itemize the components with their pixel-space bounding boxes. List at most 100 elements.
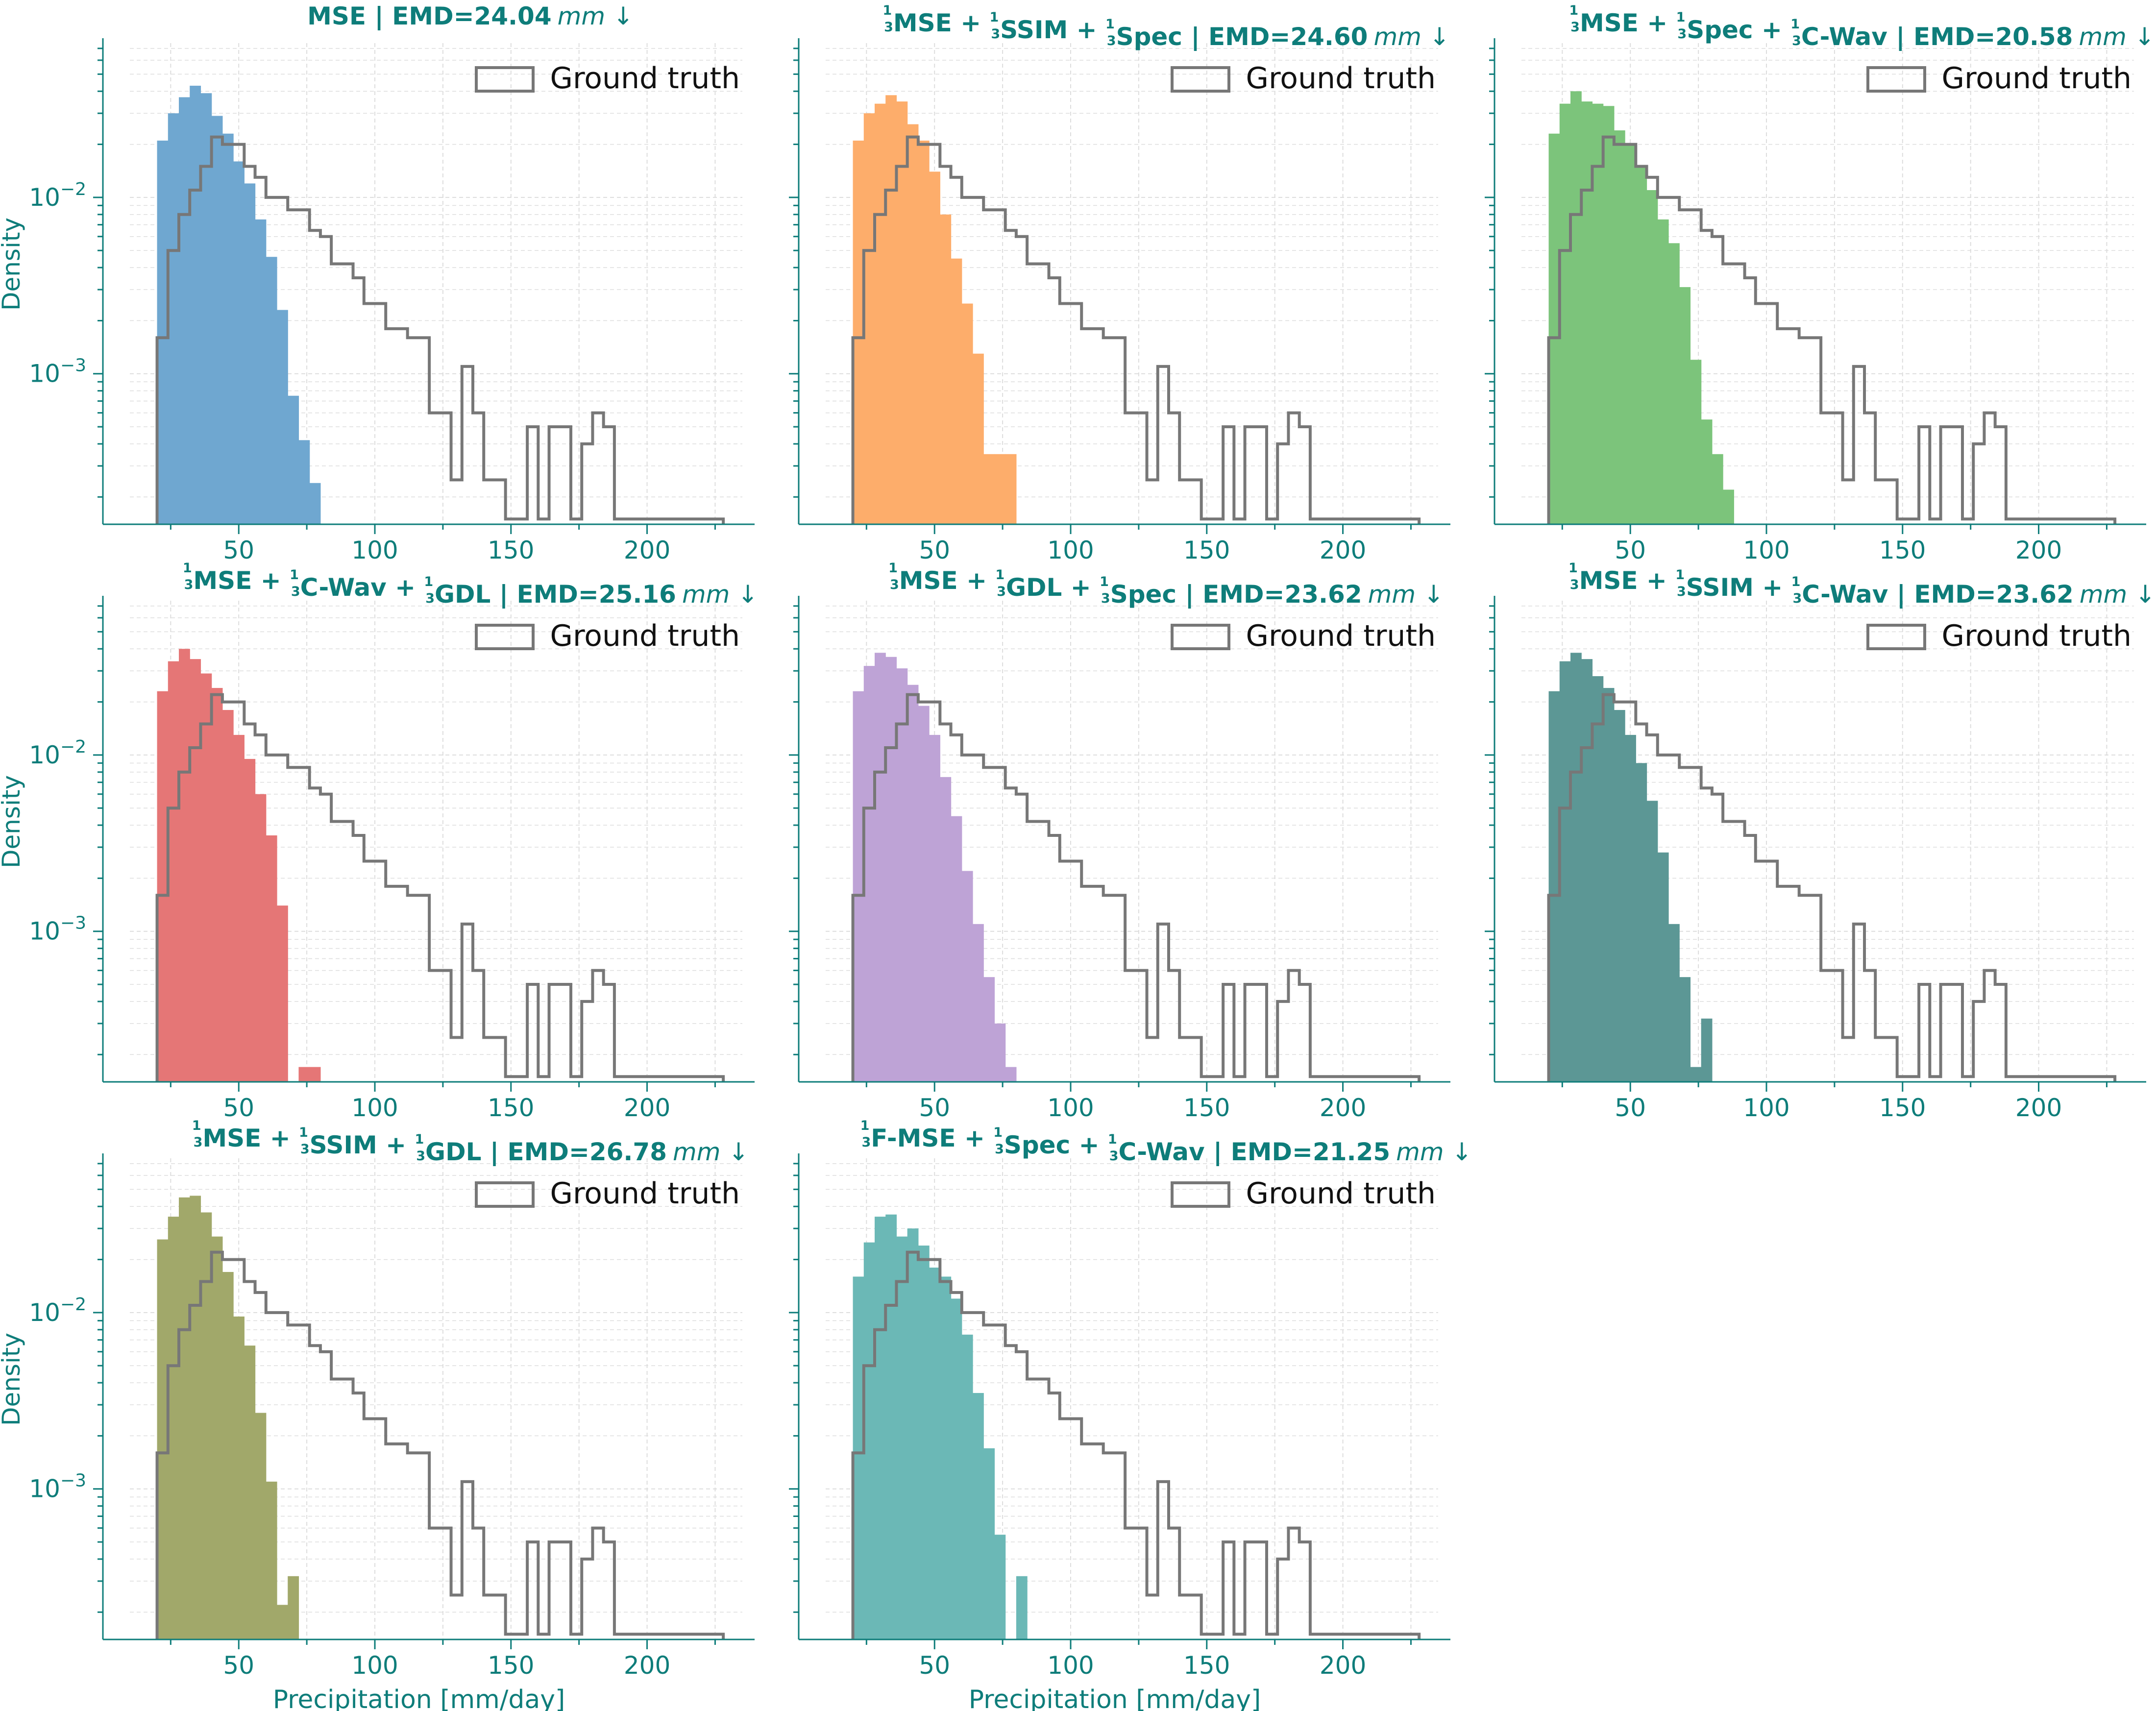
legend: Ground truth	[475, 1176, 740, 1211]
y-ticks	[789, 48, 799, 498]
histogram-bar	[940, 214, 952, 525]
x-tick-label: 50	[223, 536, 254, 564]
y-tick-label: 10−3	[29, 1471, 86, 1503]
prediction-bars	[853, 95, 1017, 525]
chart-title: 1 3F-MSE + 1 3Spec + 1 3C-Wav | EMD=21.25 mm…	[860, 1118, 1472, 1166]
x-tick-label: 50	[919, 1094, 950, 1122]
x-tick-label: 200	[1320, 1651, 1366, 1680]
histogram-bar	[940, 777, 952, 1082]
x-tick-label: 200	[624, 536, 670, 564]
x-tick-label: 100	[1047, 536, 1094, 564]
histogram-bar	[288, 1576, 299, 1639]
legend-label: Ground truth	[1941, 61, 2132, 96]
x-tick-label: 150	[488, 1651, 534, 1680]
x-tick-label: 50	[223, 1651, 254, 1680]
histogram-bar	[875, 1217, 886, 1639]
histogram-bar	[994, 1535, 1006, 1639]
histogram-bar	[940, 1276, 952, 1639]
histogram-bar	[918, 140, 930, 524]
histogram-bar	[244, 758, 256, 1082]
histogram-bar	[1603, 688, 1615, 1082]
histogram-bar	[266, 1481, 277, 1639]
legend-swatch	[475, 624, 535, 650]
histogram-bar	[961, 871, 973, 1082]
x-tick-label: 100	[1047, 1651, 1094, 1680]
y-tick-label: 10−3	[29, 913, 86, 946]
histogram-bar	[961, 303, 973, 524]
histogram-bar	[1701, 1018, 1713, 1082]
y-axis-label: Density	[0, 775, 25, 868]
y-tick-label: 10−3	[29, 356, 86, 388]
histogram-bar	[863, 113, 875, 524]
x-ticks: 50 100 150 200	[865, 1082, 1412, 1122]
prediction-bars	[853, 653, 1017, 1082]
histogram-bar	[853, 140, 864, 524]
subplot-7: 50 100 150 200 10−2 10−3 Density Precipitation …	[0, 1118, 755, 1711]
legend-label: Ground truth	[550, 61, 740, 96]
histogram-bar	[1668, 243, 1680, 524]
histogram-bar	[896, 101, 908, 524]
y-ticks: 10−2 10−3	[29, 48, 103, 498]
histogram-bar	[211, 688, 223, 1082]
legend-label: Ground truth	[1246, 619, 1436, 653]
histogram-bar	[1625, 734, 1636, 1082]
y-tick-label: 10−2	[29, 737, 86, 769]
ground-truth-step	[1547, 693, 2117, 1082]
y-ticks: 10−2 10−3	[29, 605, 103, 1055]
legend: Ground truth	[475, 61, 740, 96]
histogram-bar	[1690, 360, 1702, 524]
x-ticks: 50 100 150 200	[170, 1639, 716, 1680]
histogram-bar	[983, 1448, 995, 1639]
histogram-bar	[168, 113, 179, 524]
histogram-bar	[157, 140, 169, 524]
histogram-bar	[1657, 852, 1669, 1082]
grid	[130, 601, 742, 1082]
histogram-bar	[853, 691, 864, 1082]
histogram-bar	[288, 395, 299, 524]
chart-title: 1 3MSE + 1 3SSIM + 1 3C-Wav | EMD=23.62 mm ↓	[1568, 561, 2156, 609]
x-tick-label: 200	[1320, 1094, 1366, 1122]
x-tick-label: 200	[624, 1651, 670, 1680]
prediction-bars	[157, 1196, 299, 1639]
ground-truth-step	[155, 693, 725, 1082]
grid	[826, 601, 1438, 1082]
x-tick-label: 200	[1320, 536, 1366, 564]
histogram-bar	[973, 1393, 984, 1639]
histogram-bar	[1548, 691, 1560, 1082]
histogram-bar	[1646, 190, 1658, 524]
legend-swatch	[1171, 66, 1230, 93]
legend-swatch	[1171, 624, 1230, 650]
histogram-bar	[885, 657, 897, 1082]
histogram-bar	[929, 734, 940, 1082]
histogram-bar	[277, 905, 288, 1082]
x-tick-label: 100	[351, 536, 398, 564]
histogram-bar	[1646, 801, 1658, 1082]
legend: Ground truth	[1171, 61, 1436, 96]
x-axis-label: Precipitation [mm/day]	[273, 1685, 565, 1711]
x-tick-label: 200	[624, 1094, 670, 1122]
legend-label: Ground truth	[1246, 1176, 1436, 1211]
histogram-bar	[1657, 219, 1669, 525]
histogram-bar	[1603, 106, 1615, 525]
x-tick-label: 100	[1047, 1094, 1094, 1122]
x-ticks: 50 100 150 200	[170, 1082, 716, 1122]
histogram-bar	[233, 734, 245, 1082]
histogram-bar	[1614, 130, 1625, 525]
histogram-bar	[1690, 1067, 1702, 1082]
histogram-bar	[179, 1197, 190, 1639]
histogram-bar	[179, 649, 190, 1082]
histogram-bar	[211, 1236, 223, 1639]
histogram-bar	[211, 116, 223, 525]
histogram-bar	[983, 977, 995, 1082]
prediction-bars	[157, 85, 321, 525]
histogram-bar	[1559, 103, 1571, 524]
histogram-bar	[266, 257, 277, 524]
x-tick-label: 150	[1879, 536, 1926, 564]
histogram-bar	[255, 794, 267, 1082]
histogram-bar	[983, 454, 995, 524]
histogram-bar	[1581, 101, 1593, 524]
subplot-3: 50 100 150 200 Ground truth 1 3MSE + 1 3Spec + …	[1485, 3, 2155, 564]
histogram-bar	[168, 661, 179, 1082]
histogram-bar	[863, 1242, 875, 1639]
